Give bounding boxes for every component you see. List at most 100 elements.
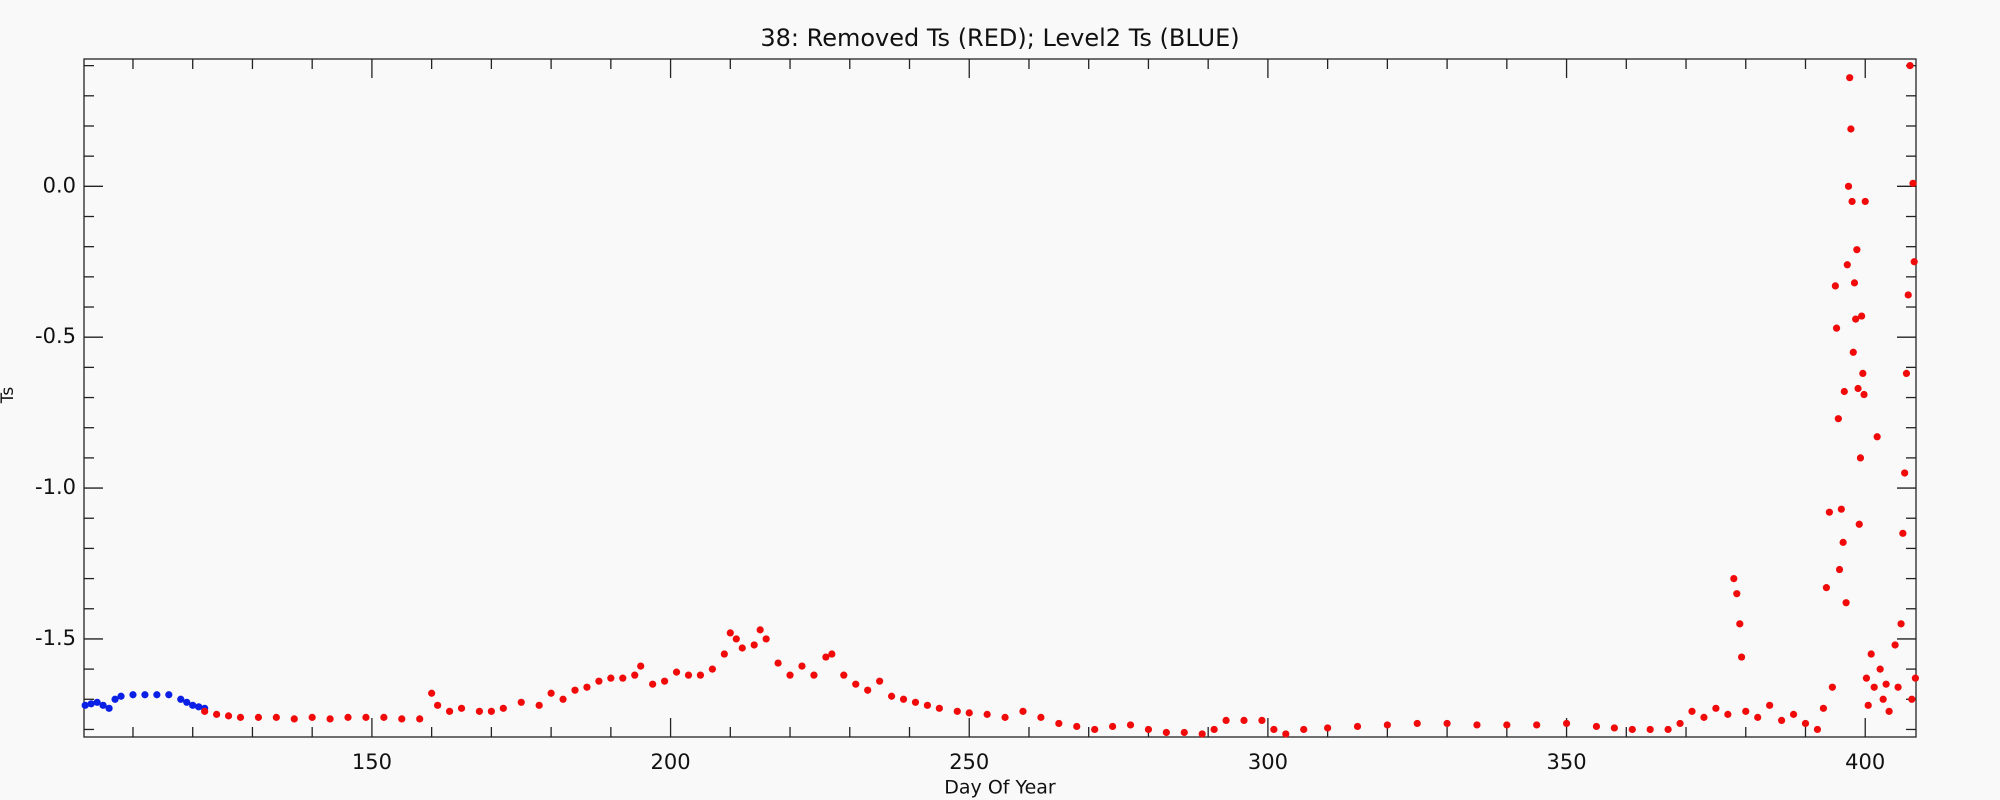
data-point [1592,722,1601,731]
data-point [1180,728,1188,737]
data-point [254,713,263,721]
data-point [1861,197,1869,206]
data-point [183,698,191,706]
data-point [1533,721,1541,729]
data-point [1844,182,1853,190]
data-point [1813,725,1822,734]
data-point [1891,641,1899,649]
data-point [1473,721,1481,729]
data-point [1847,125,1855,133]
data-point [1270,725,1278,734]
data-point [1091,725,1099,734]
data-point [559,695,567,703]
data-point [177,695,185,703]
data-point [99,701,107,709]
data-point [774,659,782,667]
data-point [1055,719,1063,728]
data-point [631,671,639,679]
data-point [93,698,101,706]
x-tick-label: 150 [352,750,392,774]
data-point [864,686,872,694]
data-point [965,709,973,717]
data-point [487,707,495,715]
data-point [1870,683,1878,691]
data-point [141,691,149,699]
data-point [1842,599,1850,607]
data-point [1837,505,1845,513]
data-point [876,677,884,685]
data-point [1908,695,1916,703]
data-point [953,707,961,715]
data-point [1766,701,1774,709]
data-point [416,715,424,723]
data-point [1825,508,1833,516]
data-point [649,680,657,688]
x-tick-label: 200 [651,750,691,774]
data-point [1258,716,1266,725]
x-tick-label: 250 [949,750,989,774]
data-point [1850,279,1859,287]
data-point [1222,716,1230,725]
data-point [1073,722,1081,731]
data-point [983,710,991,718]
data-point [535,701,543,709]
data-point [1126,721,1135,729]
data-point [1108,722,1117,731]
data-point [1282,730,1290,738]
data-point [583,683,591,691]
data-point [1834,415,1842,423]
data-point [547,689,555,697]
data-point [911,698,920,706]
data-point [87,700,95,708]
data-point [1819,704,1828,712]
data-point [822,653,830,661]
data-point [1879,695,1887,703]
data-point [1210,725,1218,734]
data-point [272,713,280,721]
data-point [434,701,442,709]
data-point [195,703,203,711]
data-point [1353,722,1362,731]
data-point [129,691,137,699]
data-point [1832,324,1841,332]
data-point [165,691,173,699]
data-point [1162,728,1170,737]
data-point [738,644,746,652]
y-tick-label: 0.0 [43,173,76,197]
data-point [1822,584,1831,592]
data-point [1712,704,1720,712]
data-point [1383,721,1391,729]
data-point [661,677,669,685]
data-point [923,701,932,709]
data-point [1853,246,1861,254]
data-point [1904,291,1912,299]
data-point [1789,710,1798,718]
data-point [1778,716,1786,725]
x-tick-label: 300 [1248,750,1288,774]
chart-title: 38: Removed Ts (RED); Level2 Ts (BLUE) [760,24,1239,52]
data-point [786,671,794,679]
data-point [1858,312,1866,320]
data-point [1724,710,1732,718]
data-point [111,695,119,703]
data-point [1910,258,1918,266]
data-point [1037,713,1045,721]
data-point [1198,730,1206,738]
data-point [213,710,221,718]
data-point [828,650,836,658]
data-point [1876,665,1884,673]
y-tick-label: -0.5 [35,324,76,348]
data-point [1848,197,1856,206]
data-point [445,707,454,715]
y-axis-label: Ts [0,387,18,405]
data-point [1300,725,1308,734]
data-point [1737,653,1746,661]
data-point [1849,348,1857,356]
data-point [1801,719,1810,728]
data-point [672,668,681,676]
data-point [1852,315,1860,323]
data-point [1854,384,1862,393]
data-point [756,626,764,634]
data-point [1856,454,1865,462]
